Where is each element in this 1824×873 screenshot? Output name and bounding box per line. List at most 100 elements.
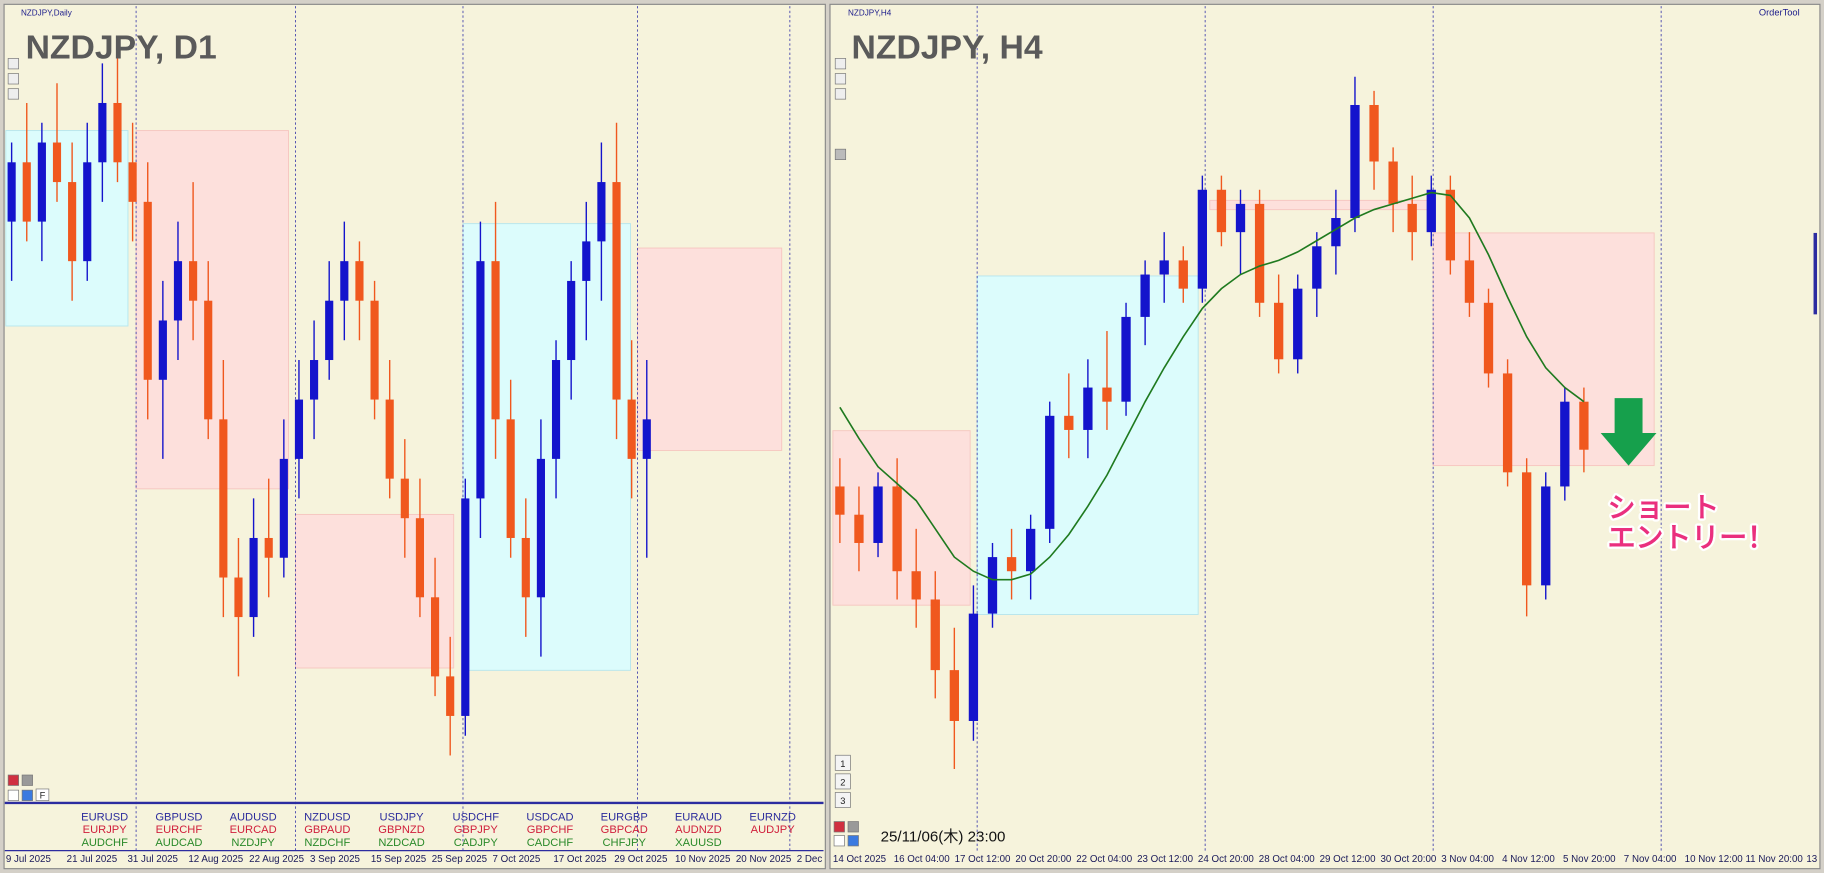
pair-link[interactable]: AUDCAD (155, 837, 202, 849)
candle-body (7, 162, 16, 222)
pair-link[interactable]: USDCAD (526, 811, 573, 823)
close-button[interactable] (7, 774, 19, 786)
candle-body (219, 419, 228, 578)
scroll-button[interactable] (834, 73, 847, 85)
candle-body (1026, 528, 1036, 572)
button-frame[interactable] (834, 754, 851, 771)
pair-link[interactable]: EURNZD (749, 811, 795, 823)
candle-body (873, 486, 883, 543)
candle-body (234, 577, 243, 618)
color-button[interactable] (21, 789, 33, 801)
pair-link[interactable]: EURAUD (675, 811, 722, 823)
pair-link[interactable]: GBPCAD (601, 824, 648, 836)
x-axis-label: 20 Nov 2025 (736, 854, 792, 865)
x-axis-label: 30 Oct 20:00 (1380, 854, 1436, 865)
button-label: F (40, 790, 46, 800)
pair-link[interactable]: NZDJPY (231, 837, 275, 849)
candle-body (1006, 557, 1017, 572)
pair-link[interactable]: EURCHF (156, 824, 203, 836)
candle-body (1350, 104, 1360, 219)
annotation: ショート (1608, 492, 1720, 523)
color-button[interactable] (847, 835, 859, 847)
candle-body (968, 613, 979, 721)
timestamp: 25/11/06(木) 23:00 (881, 828, 1006, 845)
close-button[interactable] (833, 821, 845, 833)
candle-body (987, 557, 998, 614)
scroll-button[interactable] (7, 88, 19, 100)
candle-body (83, 162, 92, 262)
candle-body (1235, 203, 1246, 233)
pair-link[interactable]: GBPJPY (454, 824, 499, 836)
candle-body (143, 201, 152, 380)
x-axis-label: 31 Jul 2025 (127, 854, 178, 865)
candle-body (1522, 472, 1532, 586)
candle-body (204, 300, 213, 420)
pair-link[interactable]: GBPUSD (155, 811, 202, 823)
color-button[interactable] (833, 835, 845, 847)
candle-body (642, 419, 651, 459)
button-label: 2 (840, 777, 845, 787)
pair-link[interactable]: AUDUSD (230, 811, 277, 823)
pair-link[interactable]: NZDUSD (304, 811, 350, 823)
entry-arrow (1600, 398, 1657, 466)
x-axis-label: 20 Oct 20:00 (1015, 854, 1071, 865)
pair-link[interactable]: CHFJPY (603, 837, 647, 849)
candle-body (627, 399, 636, 459)
pair-link[interactable]: EURUSD (81, 811, 128, 823)
pair-link[interactable]: CADCHF (527, 837, 574, 849)
candle-body (597, 182, 606, 242)
pair-link[interactable]: CADJPY (454, 837, 499, 849)
x-axis-label: 29 Oct 2025 (614, 854, 668, 865)
pair-link[interactable]: EURCAD (230, 824, 277, 836)
pair-link[interactable]: NZDCAD (378, 837, 424, 849)
x-axis-label: 16 Oct 04:00 (894, 854, 950, 865)
pair-link[interactable]: XAUUSD (675, 837, 722, 849)
pair-link[interactable]: EURJPY (83, 824, 128, 836)
candle-body (173, 261, 183, 321)
candle-body (506, 419, 515, 538)
button-frame[interactable] (834, 773, 851, 790)
candle-body (430, 597, 440, 677)
min-button[interactable] (847, 821, 859, 833)
x-axis-label: 17 Oct 12:00 (955, 854, 1011, 865)
min-button[interactable] (21, 774, 33, 786)
pair-link[interactable]: AUDNZD (675, 824, 721, 836)
pair-link[interactable]: USDCHF (453, 811, 500, 823)
candle-body (1045, 415, 1055, 529)
pair-link[interactable]: GBPNZD (378, 824, 425, 836)
candle-body (68, 182, 77, 262)
pair-link[interactable]: GBPAUD (304, 824, 350, 836)
button-frame[interactable] (834, 792, 851, 808)
candle-body (911, 571, 921, 600)
pair-link[interactable]: AUDJPY (751, 824, 796, 836)
scroll-button[interactable] (834, 58, 847, 70)
tool-button[interactable] (834, 148, 847, 160)
x-axis-label: 9 Jul 2025 (6, 854, 52, 865)
pair-link[interactable]: AUDCHF (81, 837, 128, 849)
candle-body (294, 399, 304, 459)
button-frame[interactable] (35, 788, 50, 801)
pair-link[interactable]: USDJPY (380, 811, 425, 823)
scroll-button[interactable] (7, 58, 19, 70)
zone-box-pink (637, 247, 783, 451)
scroll-button[interactable] (7, 73, 19, 85)
pair-link[interactable]: EURGBP (601, 811, 648, 823)
pair-link[interactable]: GBPCHF (527, 824, 574, 836)
x-axis-label: 29 Oct 12:00 (1320, 854, 1376, 865)
button-label: 1 (840, 759, 845, 769)
color-button[interactable] (7, 789, 19, 801)
candle-body (1121, 316, 1131, 402)
order-tool-label[interactable]: OrderTool (1759, 7, 1800, 17)
x-axis-label: 21 Jul 2025 (67, 854, 118, 865)
candle-body (949, 670, 959, 721)
x-axis-label: 5 Nov 20:00 (1563, 854, 1616, 865)
button-label: 3 (840, 796, 845, 806)
pair-link[interactable]: NZDCHF (304, 837, 350, 849)
zone-box-blue (462, 223, 631, 671)
candle-body (551, 360, 561, 459)
scroll-button[interactable] (834, 88, 847, 100)
candle-body (835, 486, 845, 515)
x-axis-label: 15 Sep 2025 (371, 854, 427, 865)
candle-body (1293, 288, 1303, 360)
